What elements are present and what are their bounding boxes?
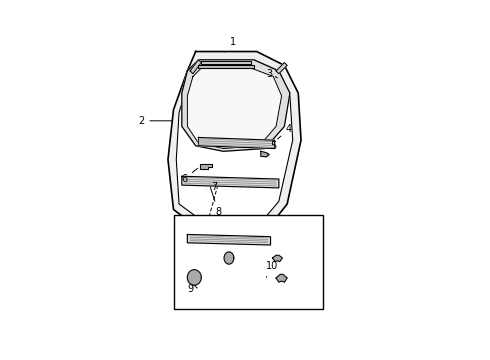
Bar [173,215,323,309]
Polygon shape [276,274,287,282]
Text: 9: 9 [187,284,194,293]
Polygon shape [224,252,234,264]
Polygon shape [200,164,212,169]
Polygon shape [182,176,279,188]
Polygon shape [168,51,301,243]
Text: 1: 1 [225,37,236,52]
Text: 4: 4 [278,124,292,139]
Polygon shape [198,138,275,149]
Text: 6: 6 [181,168,197,184]
Text: 2: 2 [138,116,172,126]
Polygon shape [190,60,201,74]
Polygon shape [201,61,251,64]
Polygon shape [272,255,282,262]
Polygon shape [187,270,201,285]
Polygon shape [276,63,287,74]
Text: 5: 5 [268,141,277,154]
Polygon shape [261,151,269,157]
Polygon shape [187,234,270,245]
Text: 10: 10 [267,261,279,278]
Polygon shape [182,60,290,151]
Text: 8: 8 [210,187,221,217]
Text: 7: 7 [211,183,217,192]
Text: 3: 3 [267,69,277,79]
Polygon shape [198,66,254,68]
Polygon shape [176,60,293,234]
Polygon shape [187,68,282,149]
